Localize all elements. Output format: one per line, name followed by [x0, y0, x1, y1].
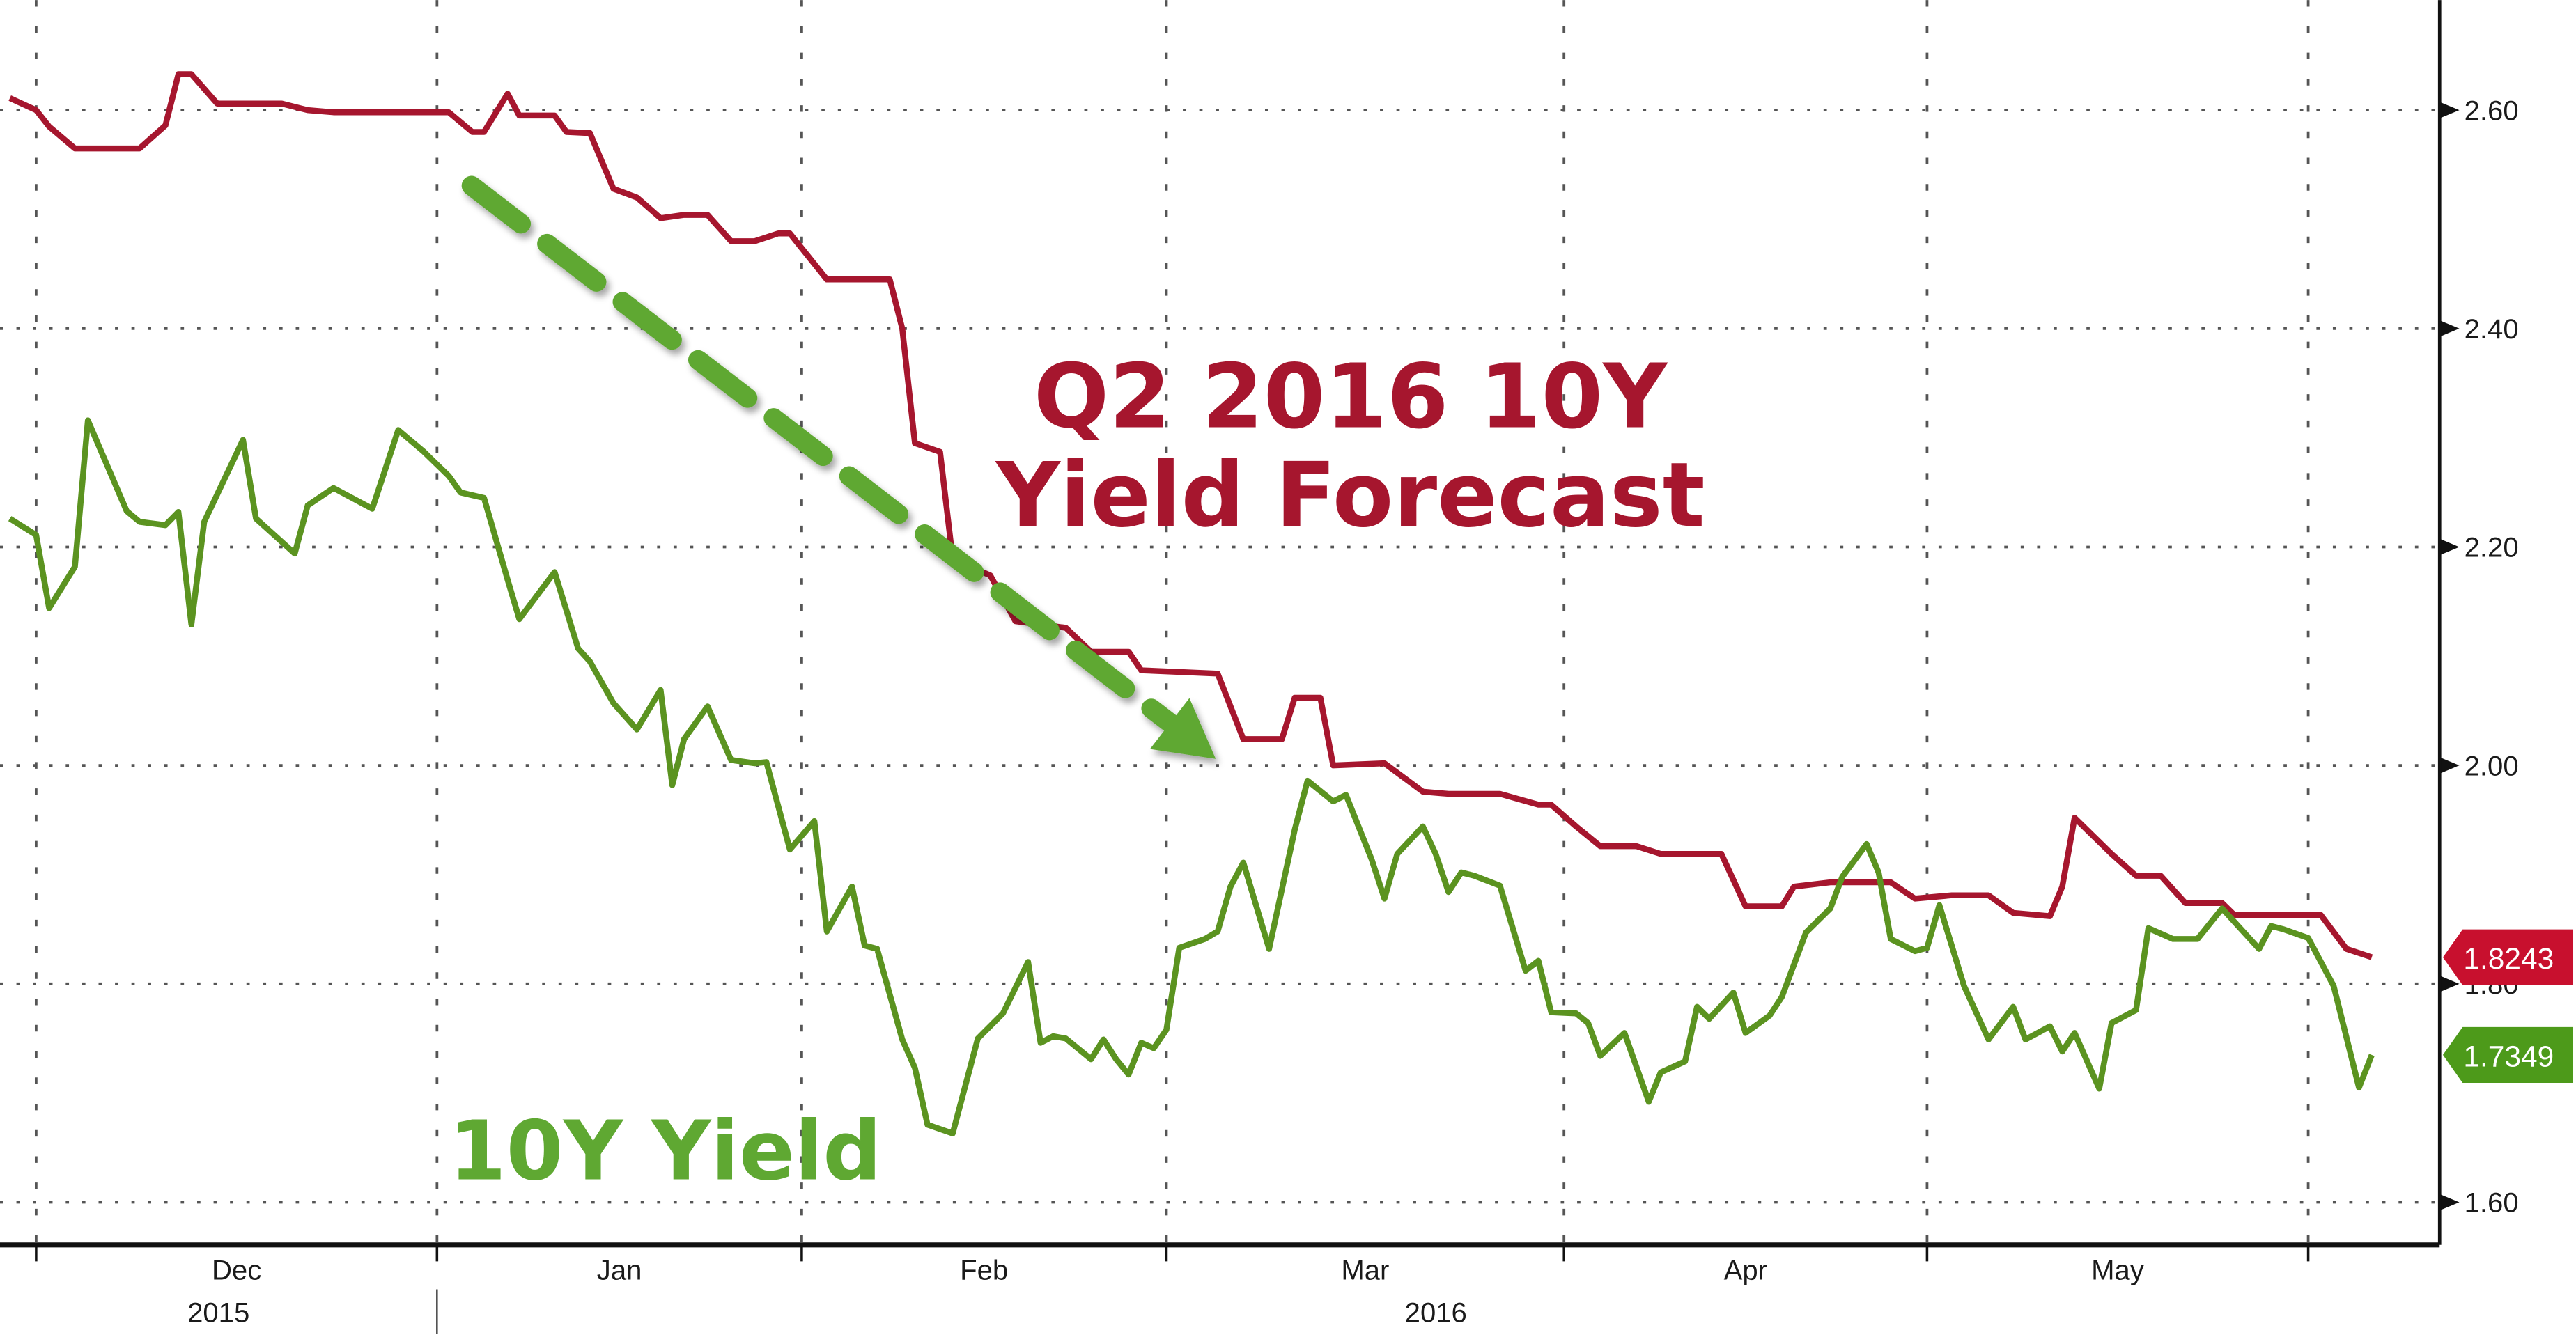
x-tick-label: Dec	[212, 1255, 261, 1285]
x-tick-label: Mar	[1341, 1255, 1389, 1285]
x-tick-label: Apr	[1724, 1255, 1767, 1285]
grid	[0, 0, 2440, 1245]
tag-background	[2442, 929, 2573, 985]
last-value-tag-forecast: 1.8243	[2442, 929, 2573, 985]
x-tick-label: Feb	[960, 1255, 1008, 1285]
tag-background	[2442, 1026, 2573, 1084]
y-tick-marker	[2439, 757, 2460, 774]
y-tick-marker	[2439, 102, 2460, 118]
dashed-arrow-icon	[461, 175, 1216, 759]
series-layer	[8, 71, 2375, 1136]
series-line-yield	[8, 417, 2375, 1136]
last-value-tags: 1.8243 1.7349	[2442, 929, 2573, 1084]
tag-value: 1.8243	[2463, 942, 2554, 975]
y-tick-label: 2.20	[2465, 533, 2519, 563]
y-tick-marker	[2439, 320, 2460, 337]
y-tick-marker	[2439, 1194, 2460, 1211]
series-line-forecast	[8, 71, 2373, 960]
y-tick-label: 2.40	[2465, 314, 2519, 345]
y-tick-marker	[2439, 976, 2460, 992]
x-year-label: 2015	[187, 1298, 249, 1329]
forecast-label-line2: Yield Forecast	[995, 444, 1705, 547]
axes: 1.601.802.002.202.402.60DecJanFebMarAprM…	[0, 0, 2519, 1334]
last-value-tag-yield: 1.7349	[2442, 1026, 2573, 1084]
forecast-label-line1: Q2 2016 10Y	[1034, 345, 1668, 448]
y-tick-label: 1.60	[2465, 1188, 2519, 1219]
x-tick-label: May	[2091, 1255, 2144, 1285]
yield-label: 10Y Yield	[449, 1103, 882, 1198]
y-tick-label: 2.00	[2465, 751, 2519, 781]
x-year-label: 2016	[1405, 1298, 1467, 1329]
x-tick-label: Jan	[597, 1255, 642, 1285]
tag-value: 1.7349	[2463, 1040, 2554, 1072]
y-tick-label: 2.60	[2465, 95, 2519, 126]
y-tick-marker	[2439, 538, 2460, 556]
forecast-annotation: Q2 2016 10Y Yield Forecast	[995, 345, 1705, 547]
